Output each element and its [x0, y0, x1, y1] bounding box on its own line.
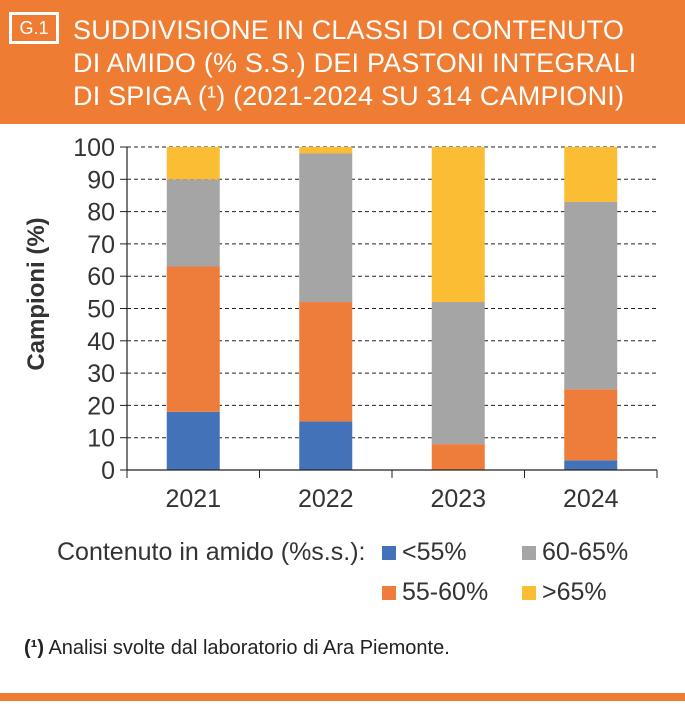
- legend-title: Contenuto in amido (%s.s.):: [57, 538, 366, 566]
- footnote-marker: (¹): [24, 637, 44, 659]
- chart-title-line-2: DI AMIDO (% S.S.) DEI PASTONI INTEGRALI: [73, 48, 637, 78]
- bar-2024-series-3: [564, 147, 618, 202]
- y-tick-labels: 0 10 20 30 40 50 60 70 80 90 100: [73, 134, 115, 485]
- bar-2024-series-0: [564, 460, 618, 470]
- bar-2023-series-3: [431, 147, 485, 303]
- y-tick-label-20: 20: [87, 392, 115, 420]
- footnote: (¹) Analisi svolte dal laboratorio di Ar…: [24, 637, 450, 660]
- legend-label-lt55: <55%: [402, 538, 467, 566]
- bar-2021-series-2: [166, 179, 220, 267]
- bar-2021-series-0: [166, 411, 220, 470]
- x-tick-labels: 2021 2022 2023 2024: [165, 485, 618, 513]
- y-tick-label-40: 40: [87, 328, 115, 356]
- chart-title-line-3: DI SPIGA (¹) (2021-2024 SU 314 CAMPIONI): [73, 81, 625, 111]
- bar-2024-series-2: [564, 201, 618, 390]
- legend-label-60-65: 60-65%: [542, 538, 629, 566]
- bar-2022-series-0: [299, 421, 353, 470]
- figure-badge: G.1: [9, 12, 59, 44]
- bar-2023-series-2: [431, 302, 485, 445]
- y-tick-label-100: 100: [73, 134, 115, 162]
- bar-2023-series-1: [431, 444, 485, 470]
- chart-header: G.1 SUDDIVISIONE IN CLASSI DI CONTENUTO …: [0, 0, 685, 124]
- bars: [166, 147, 618, 470]
- bar-2021-series-3: [166, 147, 220, 180]
- y-tick-label-70: 70: [87, 231, 115, 259]
- bar-2022-series-2: [299, 153, 353, 303]
- y-tick-label-80: 80: [87, 199, 115, 227]
- legend-swatch-60-65: [522, 546, 536, 560]
- x-tick-label-2022: 2022: [298, 485, 354, 513]
- bar-2022-series-1: [299, 302, 353, 422]
- y-tick-label-50: 50: [87, 296, 115, 324]
- bar-2022-series-3: [299, 147, 353, 154]
- bar-2024-series-1: [564, 389, 618, 461]
- axes: [120, 146, 658, 478]
- y-tick-label-30: 30: [87, 360, 115, 388]
- legend-label-gt65: >65%: [542, 578, 607, 606]
- x-tick-label-2023: 2023: [430, 485, 486, 513]
- legend-swatch-gt65: [522, 586, 536, 600]
- y-tick-label-90: 90: [87, 166, 115, 194]
- chart-title-line-1: SUDDIVISIONE IN CLASSI DI CONTENUTO: [73, 15, 625, 45]
- y-tick-label-10: 10: [87, 425, 115, 453]
- legend-swatch-lt55: [382, 546, 396, 560]
- legend-swatch-55-60: [382, 586, 396, 600]
- chart-title: SUDDIVISIONE IN CLASSI DI CONTENUTO DI A…: [73, 14, 673, 113]
- x-tick-label-2021: 2021: [165, 485, 221, 513]
- footnote-text: Analisi svolte dal laboratorio di Ara Pi…: [43, 637, 450, 659]
- y-tick-label-0: 0: [101, 457, 115, 485]
- y-tick-label-60: 60: [87, 263, 115, 291]
- bottom-rule: [0, 693, 685, 701]
- x-tick-label-2024: 2024: [563, 485, 619, 513]
- bar-2021-series-1: [166, 266, 220, 412]
- legend-label-55-60: 55-60%: [402, 578, 489, 606]
- y-axis-label: Campioni (%): [23, 217, 50, 370]
